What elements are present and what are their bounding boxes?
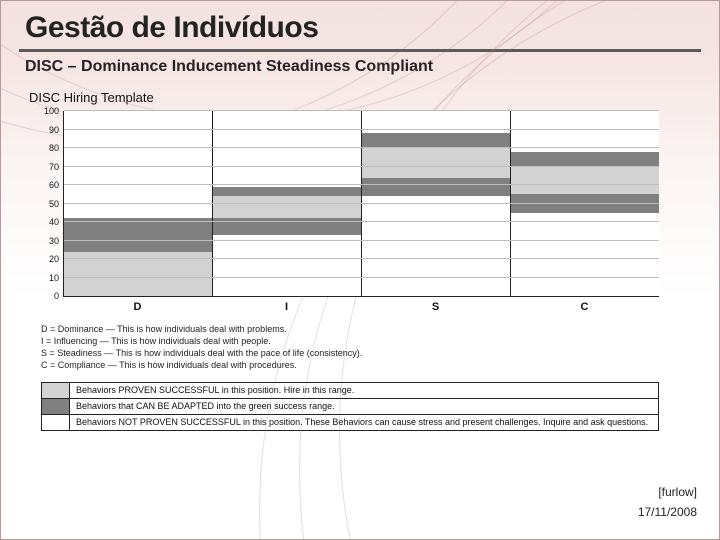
- grid-line: [64, 129, 659, 130]
- y-tick: 80: [49, 143, 59, 153]
- grid-line: [64, 203, 659, 204]
- page-title: Gestão de Indivíduos: [1, 1, 719, 45]
- grid-line: [64, 184, 659, 185]
- subtitle-rest: – Dominance Inducement Steadiness Compli…: [63, 58, 433, 75]
- x-label: S: [361, 297, 510, 313]
- chart-band: [362, 178, 510, 197]
- chart-band: [213, 187, 361, 196]
- plot-area: [63, 111, 659, 297]
- legend-text: Behaviors PROVEN SUCCESSFUL in this posi…: [70, 383, 360, 397]
- grid-line: [64, 147, 659, 148]
- footer: [furlow] 17/11/2008: [638, 485, 697, 519]
- chart-band: [511, 194, 659, 213]
- chart-band: [511, 167, 659, 195]
- chart-column: [511, 111, 659, 296]
- chart-column: [213, 111, 362, 296]
- chart-column: [64, 111, 213, 296]
- grid-line: [64, 166, 659, 167]
- grid-line: [64, 110, 659, 111]
- footer-reference: [furlow]: [638, 485, 697, 499]
- definitions: D = Dominance — This is how individuals …: [41, 323, 659, 372]
- x-label: D: [63, 297, 212, 313]
- page-subtitle: DISC – Dominance Inducement Steadiness C…: [1, 52, 719, 76]
- subtitle-prefix: DISC: [25, 58, 63, 75]
- legend-swatch: [42, 399, 70, 414]
- legend-swatch: [42, 383, 70, 398]
- definition-line: C = Compliance — This is how individuals…: [41, 359, 659, 371]
- grid-line: [64, 277, 659, 278]
- legend-row: Behaviors PROVEN SUCCESSFUL in this posi…: [42, 383, 658, 399]
- definition-line: I = Influencing — This is how individual…: [41, 335, 659, 347]
- y-tick: 0: [54, 291, 59, 301]
- y-tick: 10: [49, 273, 59, 283]
- definition-line: D = Dominance — This is how individuals …: [41, 323, 659, 335]
- y-tick: 30: [49, 236, 59, 246]
- x-label: I: [212, 297, 361, 313]
- legend: Behaviors PROVEN SUCCESSFUL in this posi…: [41, 382, 659, 431]
- chart-band: [213, 196, 361, 218]
- chart-band: [362, 148, 510, 178]
- y-tick: 60: [49, 180, 59, 190]
- legend-text: Behaviors NOT PROVEN SUCCESSFUL in this …: [70, 415, 654, 429]
- definition-line: S = Steadiness — This is how individuals…: [41, 347, 659, 359]
- legend-row: Behaviors NOT PROVEN SUCCESSFUL in this …: [42, 415, 658, 430]
- y-tick: 20: [49, 254, 59, 264]
- y-tick: 50: [49, 199, 59, 209]
- grid-line: [64, 221, 659, 222]
- chart-band: [511, 152, 659, 167]
- grid-line: [64, 258, 659, 259]
- y-tick: 40: [49, 217, 59, 227]
- legend-swatch: [42, 415, 70, 430]
- section-label: DISC Hiring Template: [1, 76, 719, 105]
- disc-chart: 0102030405060708090100 DISC: [37, 111, 659, 313]
- x-axis-labels: DISC: [63, 297, 659, 313]
- x-label: C: [510, 297, 659, 313]
- grid-line: [64, 240, 659, 241]
- chart-column: [362, 111, 511, 296]
- columns: [64, 111, 659, 296]
- y-tick: 90: [49, 125, 59, 135]
- footer-date: 17/11/2008: [638, 505, 697, 519]
- chart-band: [362, 133, 510, 148]
- legend-text: Behaviors that CAN BE ADAPTED into the g…: [70, 399, 341, 413]
- y-tick: 70: [49, 162, 59, 172]
- slide: Gestão de Indivíduos DISC – Dominance In…: [0, 0, 720, 540]
- y-tick: 100: [44, 106, 59, 116]
- legend-row: Behaviors that CAN BE ADAPTED into the g…: [42, 399, 658, 415]
- y-axis: 0102030405060708090100: [37, 111, 63, 297]
- chart-band: [64, 218, 212, 251]
